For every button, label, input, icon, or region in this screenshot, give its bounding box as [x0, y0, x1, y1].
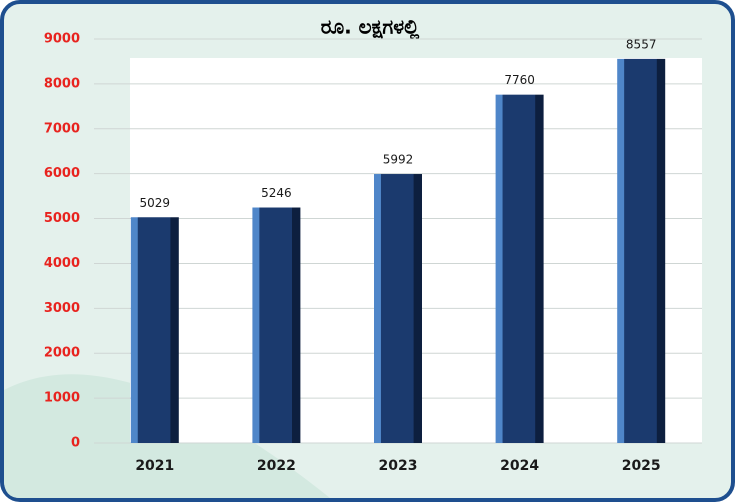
value-label: 7760	[504, 73, 535, 87]
y-tick-label: 1000	[44, 391, 80, 406]
bar	[374, 174, 422, 444]
y-tick-label: 4000	[44, 256, 80, 271]
x-tick-label: 2024	[500, 458, 539, 474]
y-tick-label: 5000	[44, 211, 80, 226]
x-tick-label: 2023	[379, 458, 418, 474]
x-tick-label: 2025	[622, 458, 661, 474]
y-tick-label: 7000	[44, 121, 80, 136]
y-tick-label: 2000	[44, 346, 80, 361]
y-tick-label: 0	[71, 436, 80, 451]
bar	[130, 217, 179, 443]
y-tick-label: 3000	[44, 301, 80, 316]
y-tick-label: 8000	[44, 76, 80, 91]
x-tick-label: 2022	[257, 458, 296, 474]
value-label: 8557	[626, 37, 657, 51]
chart-title: ರೂ. ಲಕ್ಷಗಳಲ್ಲಿ	[321, 15, 420, 41]
y-tick-label: 6000	[44, 166, 80, 181]
value-label: 5992	[383, 153, 414, 167]
x-tick-label: 2021	[135, 458, 174, 474]
y-tick-label: 9000	[44, 32, 80, 47]
bar	[495, 94, 544, 443]
value-label: 5246	[261, 186, 292, 200]
bar	[252, 207, 301, 443]
bar	[617, 58, 666, 444]
value-label: 5029	[140, 196, 171, 210]
